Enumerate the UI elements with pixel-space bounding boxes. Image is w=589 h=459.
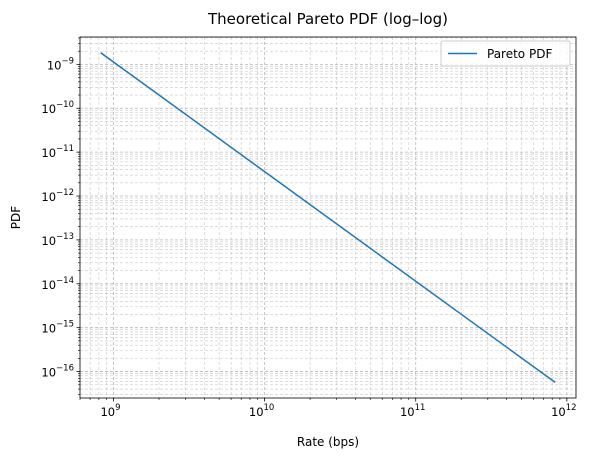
y-axis-ticks: 10−16 10−15 10−14 10−13 10−12 10−11 10−10 10−9 [41, 37, 80, 395]
x-tick-label: 1012 [551, 403, 576, 419]
grid-lines [79, 37, 576, 398]
y-axis-label: PDF [9, 206, 23, 229]
y-tick-label: 10−13 [41, 232, 74, 248]
legend-label-pareto-pdf: Pareto PDF [487, 47, 552, 61]
legend-box [440, 40, 571, 67]
legend: Pareto PDF [440, 40, 571, 67]
series-line-pareto-pdf [100, 52, 556, 384]
y-tick-label: 10−15 [41, 320, 74, 336]
series-layer [100, 52, 556, 384]
x-axis-ticks: 109 1010 1011 1012 [79, 398, 577, 419]
x-tick-label: 1010 [249, 403, 274, 419]
x-tick-label: 109 [100, 403, 120, 419]
plot-frame [79, 36, 577, 399]
x-axis-label: Rate (bps) [297, 435, 359, 449]
x-tick-label: 1011 [400, 403, 425, 419]
y-tick-label: 10−11 [41, 144, 74, 160]
y-tick-label: 10−16 [41, 364, 74, 380]
y-tick-label: 10−12 [41, 188, 74, 204]
y-tick-label: 10−14 [41, 276, 74, 292]
y-tick-label: 10−10 [41, 100, 74, 116]
y-tick-label: 10−9 [47, 56, 74, 72]
chart-title: Theoretical Pareto PDF (log–log) [207, 10, 448, 28]
